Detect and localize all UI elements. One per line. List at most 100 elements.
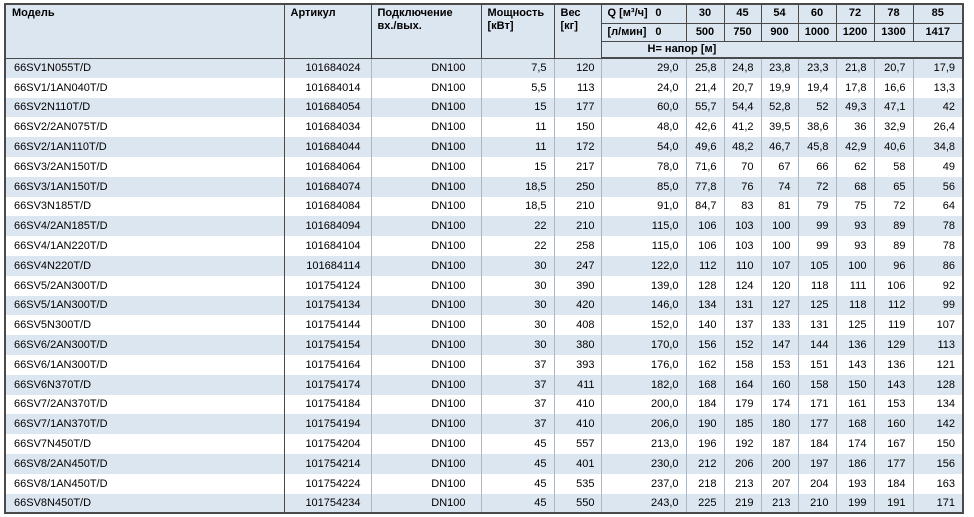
cell-head-value: 60,0 bbox=[601, 97, 687, 118]
cell-power: 45 bbox=[481, 453, 555, 474]
cell-power: 30 bbox=[481, 315, 555, 336]
cell-article: 101684104 bbox=[284, 236, 372, 256]
col-header-flow-m3h-85: 85 bbox=[912, 3, 964, 24]
cell-head-value: 112 bbox=[874, 295, 914, 316]
cell-power: 45 bbox=[481, 493, 555, 514]
cell-weight: 177 bbox=[554, 97, 602, 118]
cell-head-value: 106 bbox=[686, 216, 725, 237]
cell-head-value: 17,9 bbox=[913, 58, 964, 78]
cell-weight: 420 bbox=[554, 295, 602, 316]
cell-head-value: 107 bbox=[913, 315, 964, 336]
cell-article: 101684094 bbox=[284, 216, 372, 237]
cell-head-value: 75 bbox=[836, 196, 875, 217]
cell-head-value: 174 bbox=[836, 434, 875, 454]
cell-head-value: 99 bbox=[798, 236, 837, 256]
table-row: 66SV4N220T/D 101684114 DN100 30 247 122,0 112 1… bbox=[5, 255, 964, 276]
cell-head-value: 47,1 bbox=[874, 97, 914, 118]
col-header-connection-line2: вх./вых. bbox=[377, 20, 422, 32]
table-row: 66SV7/1AN370T/D 101754194 DN100 37 410 206,0 1… bbox=[5, 414, 964, 435]
col-header-flow-m3h-72: 72 bbox=[835, 3, 875, 24]
cell-power: 5,5 bbox=[481, 77, 555, 98]
cell-model: 66SV5N300T/D bbox=[5, 315, 285, 336]
cell-head-value: 103 bbox=[724, 236, 762, 256]
col-header-model: Модель bbox=[4, 3, 285, 59]
cell-connection: DN100 bbox=[371, 216, 482, 237]
cell-head-value: 85,0 bbox=[601, 176, 687, 197]
cell-head-value: 99 bbox=[913, 295, 964, 316]
header-row-lmin: [л/мин] 0 500 750 900 1000 1200 1300 141… bbox=[5, 22, 964, 42]
cell-head-value: 77,8 bbox=[686, 176, 725, 197]
cell-article: 101754124 bbox=[284, 275, 372, 296]
cell-head-value: 212 bbox=[686, 453, 725, 474]
cell-head-value: 72 bbox=[798, 176, 837, 197]
cell-head-value: 131 bbox=[724, 295, 762, 316]
cell-article: 101684084 bbox=[284, 196, 372, 217]
cell-head-value: 127 bbox=[761, 295, 799, 316]
table-row: 66SV1N055T/D 101684024 DN100 7,5 120 29,0 25,8… bbox=[5, 58, 964, 78]
cell-head-value: 164 bbox=[724, 374, 762, 395]
cell-head-value: 21,4 bbox=[686, 77, 725, 98]
cell-connection: DN100 bbox=[371, 196, 482, 217]
cell-power: 37 bbox=[481, 374, 555, 395]
cell-weight: 380 bbox=[554, 335, 602, 355]
cell-head-value: 23,8 bbox=[761, 58, 799, 78]
cell-head-value: 125 bbox=[798, 295, 837, 316]
cell-head-value: 54,0 bbox=[601, 137, 687, 157]
table-row: 66SV2/2AN075T/D 101684034 DN100 11 150 48,0 42… bbox=[5, 117, 964, 138]
cell-power: 30 bbox=[481, 295, 555, 316]
cell-head-value: 72 bbox=[874, 196, 914, 217]
cell-head-value: 213 bbox=[724, 473, 762, 494]
cell-head-value: 74 bbox=[761, 176, 799, 197]
cell-model: 66SV3N185T/D bbox=[5, 196, 285, 217]
cell-weight: 390 bbox=[554, 275, 602, 296]
header-row-m3h: Модель Артикул Подключение вх./вых. Мощн… bbox=[4, 3, 964, 59]
cell-head-value: 81 bbox=[761, 196, 799, 217]
cell-model: 66SV8N450T/D bbox=[5, 493, 285, 514]
cell-head-value: 89 bbox=[874, 216, 914, 237]
cell-head-value: 152,0 bbox=[601, 315, 687, 336]
cell-power: 45 bbox=[481, 434, 555, 454]
cell-article: 101754164 bbox=[284, 354, 372, 375]
cell-head-value: 79 bbox=[798, 196, 837, 217]
cell-head-value: 115,0 bbox=[601, 236, 687, 256]
cell-head-value: 152 bbox=[724, 335, 762, 355]
cell-head-value: 168 bbox=[836, 414, 875, 435]
cell-weight: 250 bbox=[554, 176, 602, 197]
cell-connection: DN100 bbox=[371, 315, 482, 336]
cell-head-value: 128 bbox=[686, 275, 725, 296]
cell-head-value: 237,0 bbox=[601, 473, 687, 494]
cell-head-value: 38,6 bbox=[798, 117, 837, 138]
table-row: 66SV5N300T/D 101754144 DN100 30 408 152,0 140 1… bbox=[5, 315, 964, 336]
cell-head-value: 96 bbox=[874, 255, 914, 276]
col-header-q-m3h: Q [м³/ч] 0 bbox=[600, 3, 687, 24]
cell-model: 66SV7/1AN370T/D bbox=[5, 414, 285, 435]
cell-weight: 210 bbox=[554, 216, 602, 237]
cell-weight: 258 bbox=[554, 236, 602, 256]
cell-weight: 410 bbox=[554, 414, 602, 435]
cell-head-value: 160 bbox=[874, 414, 914, 435]
cell-connection: DN100 bbox=[371, 58, 482, 78]
q-lmin-label: [л/мин] bbox=[607, 25, 647, 38]
cell-weight: 172 bbox=[554, 137, 602, 157]
cell-model: 66SV1/1AN040T/D bbox=[5, 77, 285, 98]
cell-model: 66SV6/2AN300T/D bbox=[5, 335, 285, 355]
table-row: 66SV2N110T/D 101684054 DN100 15 177 60,0 55,7 5… bbox=[5, 97, 964, 118]
cell-weight: 150 bbox=[554, 117, 602, 138]
cell-head-value: 118 bbox=[798, 275, 837, 296]
cell-head-value: 199 bbox=[836, 493, 875, 514]
cell-model: 66SV1N055T/D bbox=[5, 58, 285, 78]
cell-connection: DN100 bbox=[371, 414, 482, 435]
cell-model: 66SV8/1AN450T/D bbox=[5, 473, 285, 494]
cell-head-value: 91,0 bbox=[601, 196, 687, 217]
cell-head-value: 185 bbox=[724, 414, 762, 435]
cell-model: 66SV2/1AN110T/D bbox=[5, 137, 285, 157]
cell-head-value: 42,9 bbox=[836, 137, 875, 157]
table-header: Модель Артикул Подключение вх./вых. Мощн… bbox=[4, 3, 964, 59]
cell-power: 7,5 bbox=[481, 58, 555, 78]
cell-head-value: 162 bbox=[686, 354, 725, 375]
cell-head-value: 219 bbox=[724, 493, 762, 514]
col-header-weight-line2: [кг] bbox=[560, 20, 578, 32]
cell-head-value: 78,0 bbox=[601, 156, 687, 177]
cell-weight: 411 bbox=[554, 374, 602, 395]
col-header-connection: Подключение вх./вых. bbox=[370, 3, 482, 59]
